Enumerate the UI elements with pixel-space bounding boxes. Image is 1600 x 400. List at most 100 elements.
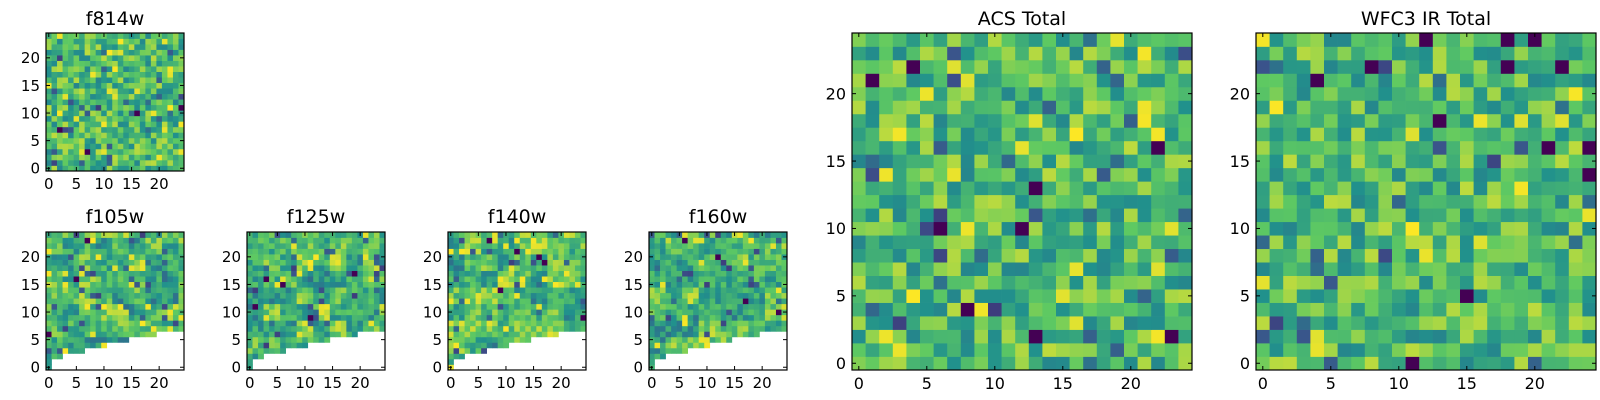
heatmap-cell <box>106 276 113 283</box>
heatmap-cell <box>1419 181 1434 196</box>
heatmap-cell <box>665 270 672 277</box>
heatmap-cell <box>1042 181 1057 196</box>
heatmap-cell <box>753 237 760 244</box>
heatmap-cell <box>503 265 510 271</box>
heatmap-cell <box>1015 154 1030 169</box>
heatmap-cell <box>145 303 152 310</box>
heatmap-cell <box>580 303 587 310</box>
heatmap-cell <box>1364 275 1379 290</box>
heatmap-cell <box>285 232 292 238</box>
heatmap-cell <box>709 303 716 310</box>
heatmap-cell <box>106 77 113 84</box>
heatmap-cell <box>112 55 119 61</box>
heatmap-cell <box>514 331 521 338</box>
heatmap-cell <box>475 287 482 294</box>
heatmap-cell <box>68 243 74 249</box>
heatmap-cell <box>1514 329 1529 344</box>
heatmap-cell <box>1310 221 1325 236</box>
heatmap-cell <box>357 314 364 321</box>
y-tick-label: 10 <box>21 104 40 122</box>
heatmap-cell <box>291 243 298 249</box>
heatmap-cell <box>753 309 760 316</box>
heatmap-cell <box>1541 275 1556 290</box>
heatmap-cell <box>781 270 788 277</box>
heatmap-cell <box>106 248 113 255</box>
heatmap-cell <box>715 237 722 244</box>
heatmap-cell <box>704 342 711 349</box>
heatmap-cell <box>1256 262 1270 276</box>
heatmap-cell <box>1541 235 1556 250</box>
heatmap-cell <box>503 270 510 277</box>
heatmap-cell <box>46 276 52 283</box>
heatmap-cell <box>1337 154 1352 169</box>
heatmap-cell <box>106 336 113 343</box>
heatmap-cell <box>742 331 749 338</box>
heatmap-cell <box>770 254 777 260</box>
heatmap-cell <box>1378 356 1393 371</box>
heatmap-cell <box>329 281 336 288</box>
heatmap-cell <box>715 336 722 343</box>
heatmap-cell <box>1296 302 1311 317</box>
heatmap-cell <box>145 276 152 283</box>
heatmap-cell <box>698 320 705 327</box>
heatmap-cell <box>974 302 989 317</box>
heatmap-cell <box>351 314 358 321</box>
heatmap-cell <box>172 314 179 321</box>
heatmap-cell <box>558 298 565 305</box>
heatmap-cell <box>920 181 934 196</box>
heatmap-cell <box>128 143 135 150</box>
heatmap-cell <box>974 46 989 61</box>
heatmap-cell <box>1083 181 1098 196</box>
heatmap-cell <box>453 287 460 294</box>
heatmap-cell <box>95 303 102 310</box>
heatmap-cell <box>1296 86 1311 101</box>
heatmap-cell <box>481 270 487 277</box>
heatmap-cell <box>709 331 716 338</box>
heatmap-cell <box>296 314 303 321</box>
heatmap-cell <box>291 232 298 238</box>
heatmap-cell <box>704 281 711 288</box>
heatmap-cell <box>492 331 499 338</box>
heatmap-cell <box>258 287 264 294</box>
heatmap-cell <box>753 270 760 277</box>
heatmap-cell <box>145 165 152 172</box>
heatmap-cell <box>770 243 777 249</box>
y-tick-label: 20 <box>826 84 846 103</box>
heatmap-cell <box>340 232 347 238</box>
heatmap-cell <box>470 320 476 327</box>
heatmap-cell <box>357 237 364 244</box>
x-tick-label: 10 <box>985 374 1005 393</box>
heatmap-cell <box>459 347 465 354</box>
heatmap-cell <box>167 287 174 294</box>
heatmap-cell <box>90 325 97 332</box>
heatmap-cell <box>753 281 760 288</box>
heatmap-cell <box>167 232 174 238</box>
heatmap-cell <box>269 281 275 288</box>
heatmap-cell <box>1568 59 1583 74</box>
heatmap-cell <box>57 137 63 144</box>
heatmap-cell <box>95 71 102 78</box>
heatmap-cell <box>709 336 716 343</box>
heatmap-cell <box>1028 86 1043 101</box>
heatmap-cell <box>340 281 347 288</box>
heatmap-cell <box>106 298 113 305</box>
heatmap-cell <box>759 276 766 283</box>
heatmap-cell <box>682 276 688 283</box>
heatmap-cell <box>1514 59 1529 74</box>
heatmap-cell <box>920 33 934 47</box>
heatmap-cell <box>247 325 253 332</box>
heatmap-cell <box>313 325 320 332</box>
heatmap-cell <box>676 314 683 321</box>
heatmap-cell <box>470 303 476 310</box>
heatmap-cell <box>172 77 179 84</box>
heatmap-cell <box>764 303 771 310</box>
heatmap-cell <box>1555 289 1570 303</box>
heatmap-cell <box>161 33 168 39</box>
heatmap-cell <box>1151 167 1166 182</box>
heatmap-cell <box>704 254 711 260</box>
heatmap-cell <box>274 265 281 271</box>
heatmap-cell <box>1310 33 1325 47</box>
heatmap-cell <box>580 265 587 271</box>
heatmap-cell <box>1028 248 1043 263</box>
heatmap-cell <box>90 154 97 161</box>
